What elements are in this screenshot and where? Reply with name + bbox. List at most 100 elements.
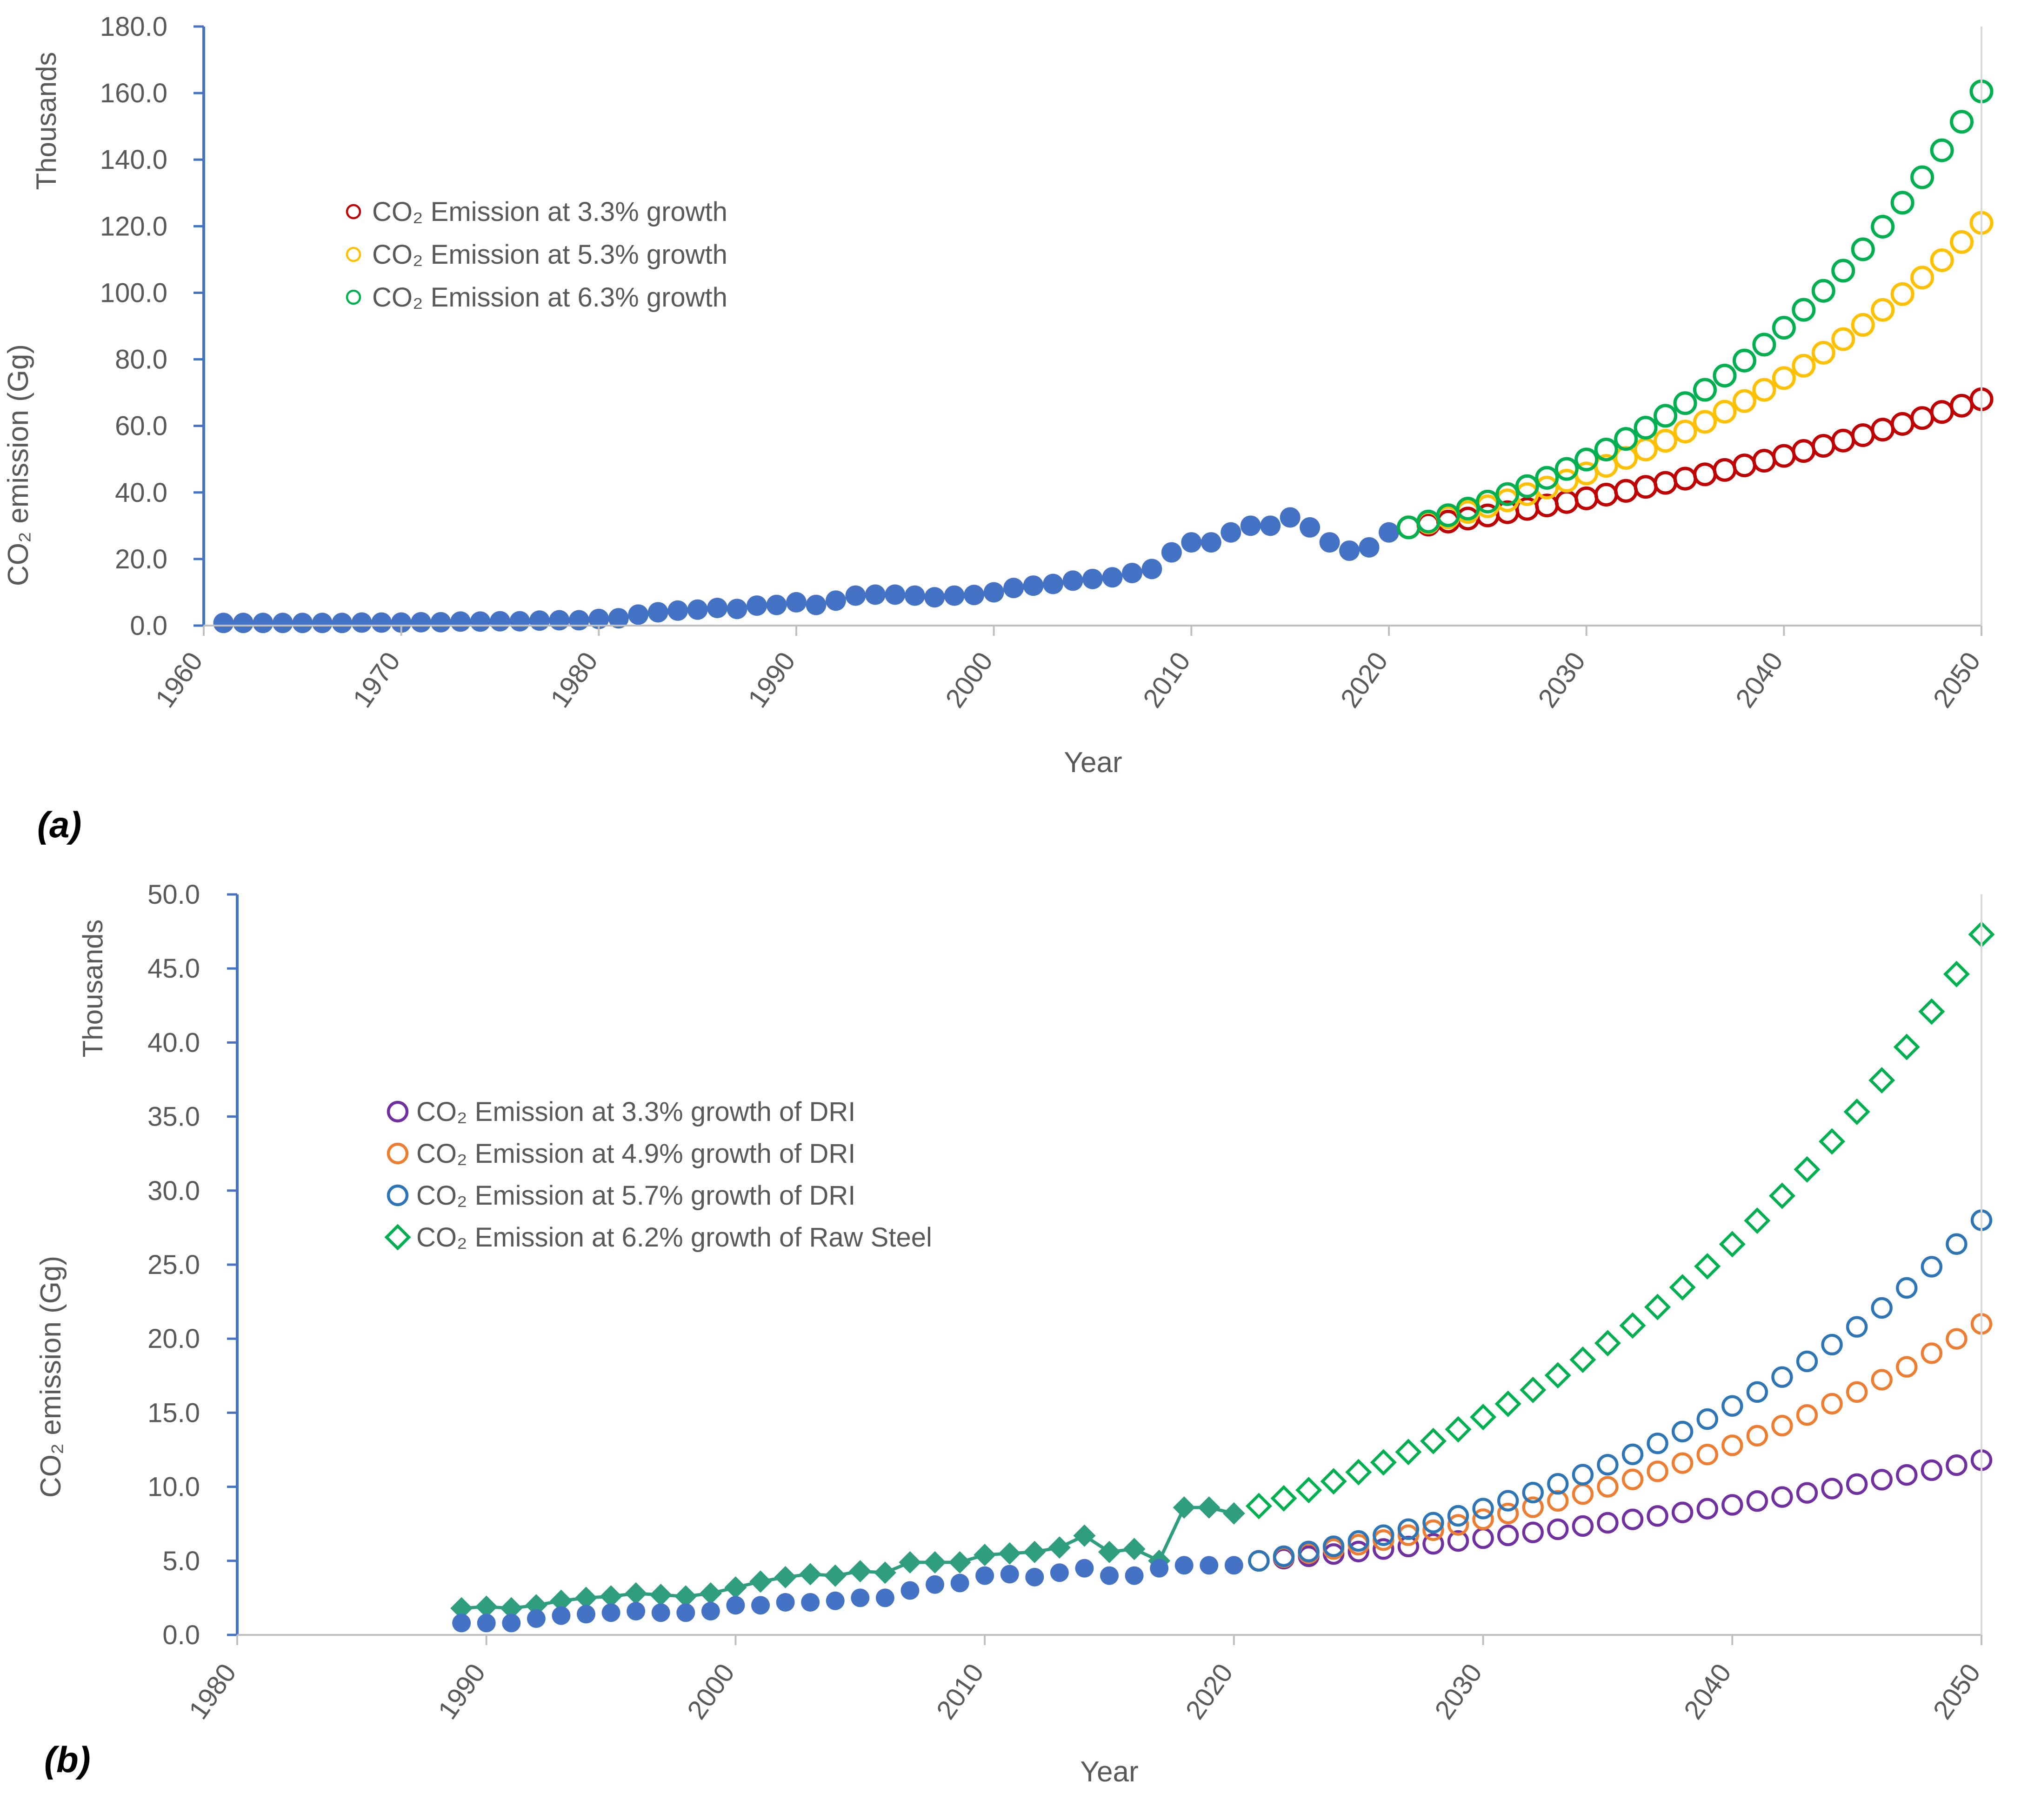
data-point (726, 1596, 745, 1615)
data-point (1846, 1381, 1868, 1403)
data-point (1846, 1316, 1868, 1338)
data-point (1918, 998, 1945, 1025)
data-point (1654, 404, 1678, 428)
data-point (1569, 1346, 1596, 1373)
data-point (1794, 1156, 1821, 1183)
data-point (628, 604, 649, 625)
data-point (1240, 515, 1261, 536)
data-point (502, 1613, 521, 1633)
data-point (948, 1551, 971, 1573)
data-point (1671, 1420, 1694, 1443)
data-point (1447, 1530, 1469, 1552)
data-point (974, 1544, 996, 1567)
data-point (1868, 1067, 1895, 1094)
data-point (1347, 1530, 1369, 1552)
data-point (1245, 1493, 1272, 1520)
data-point (1295, 1477, 1322, 1504)
data-point (477, 1613, 496, 1633)
data-point (1322, 1535, 1345, 1557)
data-point (1713, 400, 1737, 424)
legend-label: CO₂ Emission at 5.7% growth of DRI (416, 1180, 855, 1211)
data-point (1554, 457, 1579, 481)
data-point (1347, 1540, 1369, 1562)
data-point (1494, 1390, 1521, 1417)
data-point (213, 613, 234, 633)
data-point (806, 594, 827, 615)
y-tick-label: 30.0 (147, 1176, 200, 1206)
data-point (865, 584, 886, 605)
data-point (1746, 1381, 1768, 1403)
data-point (1950, 230, 1974, 254)
chart-b-y-units-label: Thousands (77, 920, 108, 1058)
data-point (1721, 1395, 1743, 1417)
data-point (799, 1563, 822, 1586)
data-point (1719, 1231, 1746, 1258)
data-point (845, 585, 866, 606)
data-point (1896, 1464, 1918, 1486)
series-historical-dri-co-emission (452, 1556, 1243, 1633)
data-point (1003, 578, 1024, 599)
data-point (575, 1587, 597, 1609)
data-point (1821, 1478, 1843, 1500)
data-point (1921, 1256, 1943, 1278)
data-point (577, 1605, 595, 1624)
series-co-emission-at-5-7-growth-of-dri (1248, 1209, 1993, 1572)
data-point (1300, 517, 1321, 538)
data-point (1821, 1333, 1843, 1356)
data-point (699, 1582, 722, 1605)
y-tick-label: 20.0 (115, 544, 167, 574)
legend-marker (346, 289, 361, 305)
data-point (1319, 532, 1340, 553)
data-point (1043, 573, 1064, 594)
y-tick-label: 140.0 (100, 145, 167, 175)
data-point (1871, 298, 1895, 322)
data-point (1647, 1460, 1668, 1482)
data-point (549, 610, 570, 631)
data-point (1422, 1512, 1444, 1533)
data-point (1831, 327, 1855, 351)
legend-marker (346, 247, 361, 262)
data-point (1520, 1376, 1547, 1403)
y-tick-label: 160.0 (100, 78, 167, 108)
data-point (1771, 1486, 1793, 1508)
legend-label: CO₂ Emission at 3.3% growth (372, 197, 727, 227)
data-point (1123, 1538, 1146, 1560)
legend-label: CO₂ Emission at 6.2% growth of Raw Steel (416, 1222, 932, 1253)
data-point (1713, 364, 1737, 388)
data-point (1693, 410, 1717, 434)
data-point (826, 1591, 845, 1610)
data-point (1597, 1512, 1619, 1534)
data-point (1221, 522, 1241, 543)
y-tick-label: 25.0 (147, 1250, 200, 1280)
data-point (568, 610, 589, 631)
data-point (1921, 1342, 1943, 1364)
data-point (1796, 1404, 1818, 1426)
data-point (1373, 1538, 1394, 1560)
y-tick-label: 0.0 (130, 611, 167, 641)
data-point (964, 585, 985, 606)
data-point (1890, 282, 1914, 306)
data-point (1201, 532, 1221, 553)
data-point (1397, 1518, 1420, 1540)
data-point (1141, 559, 1162, 580)
data-point (1248, 1550, 1270, 1572)
data-point (1150, 1559, 1169, 1578)
data-point (1746, 1425, 1768, 1447)
data-point (450, 611, 471, 632)
data-point (1181, 532, 1202, 553)
chart-a-y-ticks: 0.0 20.0 40.0 60.0 80.0 100.0 120.0 140.0 160.0 1… (100, 12, 204, 641)
data-point (1472, 1498, 1494, 1520)
data-point (292, 613, 313, 633)
data-point (1161, 542, 1182, 563)
data-point (1497, 1490, 1519, 1512)
data-point (1475, 489, 1500, 513)
data-point (1222, 1502, 1245, 1525)
data-point (1673, 391, 1697, 415)
data-point (1851, 237, 1875, 261)
data-point (450, 1597, 473, 1620)
data-point (1732, 389, 1756, 413)
data-point (1497, 1502, 1519, 1525)
data-point (1831, 259, 1855, 283)
data-point (1495, 482, 1520, 506)
data-point (1121, 562, 1142, 583)
